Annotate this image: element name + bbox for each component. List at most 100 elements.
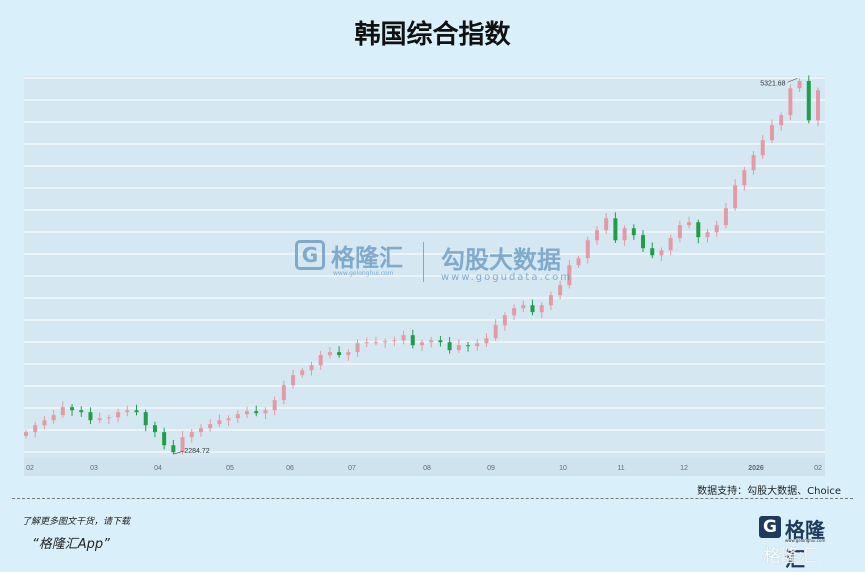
candle-body xyxy=(466,345,471,347)
logo-watermark: 格隆汇 xyxy=(763,546,817,567)
candle-body xyxy=(705,232,710,238)
candle-body xyxy=(567,265,572,286)
candle-body xyxy=(512,308,517,316)
candle-body xyxy=(70,407,75,411)
candle-body xyxy=(291,375,296,386)
candle-body xyxy=(401,335,406,341)
x-tick-label: 2026 xyxy=(748,465,764,472)
candle-body xyxy=(447,342,452,351)
x-tick-label: 08 xyxy=(423,465,431,472)
candle-body xyxy=(410,335,415,346)
candle-body xyxy=(152,425,157,433)
logo-text: 格隆汇 xyxy=(785,518,825,571)
candle-body xyxy=(281,385,286,401)
x-tick-label: 12 xyxy=(680,465,688,472)
candle-body xyxy=(539,305,544,313)
x-tick-label: 02 xyxy=(814,465,822,472)
candle-body xyxy=(355,343,360,353)
candle-body xyxy=(254,411,259,414)
high-annotation-line xyxy=(787,77,798,83)
candle-body xyxy=(493,325,498,339)
candle-body xyxy=(530,305,535,313)
candle-body xyxy=(594,230,599,241)
x-tick-label: 06 xyxy=(286,465,294,472)
gelonghui-logo: G 格隆汇 www.gelonghui.com 格隆汇 xyxy=(759,514,843,571)
candle-body xyxy=(162,432,167,446)
candle-body xyxy=(171,445,176,453)
logo-url: www.gelonghui.com xyxy=(785,538,826,543)
candle-body xyxy=(622,228,627,241)
candlestick-chart: 5321.68 2284.72 02 03 04 05 06 07 08 09 10 11 12 2026… xyxy=(24,75,825,476)
candle-body xyxy=(88,412,93,421)
divider xyxy=(12,498,853,499)
candle-body xyxy=(484,338,489,344)
candle-body xyxy=(33,425,38,433)
candle-body xyxy=(429,340,434,343)
high-label: 5321.68 xyxy=(760,80,785,87)
candle-body xyxy=(60,407,65,416)
x-tick-label: 09 xyxy=(487,465,495,472)
data-source: 数据支持：勾股大数据、Choice xyxy=(697,486,841,497)
candle-body xyxy=(438,340,443,343)
logo-g-icon: G xyxy=(759,516,781,538)
candle-body xyxy=(723,208,728,226)
candle-body xyxy=(42,420,47,426)
candle-body xyxy=(300,370,305,376)
candle-body xyxy=(659,250,664,256)
candle-body xyxy=(272,400,277,411)
x-tick-label: 07 xyxy=(348,465,356,472)
low-label: 2284.72 xyxy=(184,448,209,455)
candle-body xyxy=(208,424,213,429)
promo-line2: “格隆汇App” xyxy=(32,537,110,552)
candle-body xyxy=(235,414,240,419)
candle-body xyxy=(456,345,461,351)
low-annotation-line xyxy=(173,450,184,455)
candle-body xyxy=(548,295,553,306)
candle-body xyxy=(79,410,84,413)
x-tick-label: 03 xyxy=(90,465,98,472)
candle-body xyxy=(373,342,378,344)
x-tick-label: 02 xyxy=(26,465,34,472)
candle-body xyxy=(816,90,820,121)
candle-body xyxy=(143,412,148,426)
candle-body xyxy=(189,432,194,438)
candle-body xyxy=(420,342,424,346)
candle-body xyxy=(760,140,765,156)
candle-body xyxy=(318,355,323,366)
candle-body xyxy=(51,415,56,421)
candle-body xyxy=(245,411,250,415)
candle-body xyxy=(779,115,784,126)
candle-body xyxy=(327,352,332,356)
candle-body xyxy=(751,155,756,171)
candle-body xyxy=(742,170,747,186)
candle-body xyxy=(106,417,111,419)
x-tick-label: 04 xyxy=(154,465,162,472)
candle-body xyxy=(788,88,793,116)
x-tick-label: 05 xyxy=(226,465,234,472)
x-tick-label: 10 xyxy=(559,465,567,472)
candle-body xyxy=(502,315,507,326)
candle-body xyxy=(198,428,203,433)
candle-body xyxy=(677,225,682,239)
candle-body xyxy=(217,420,222,425)
candle-body xyxy=(696,222,701,238)
candle-body xyxy=(309,365,314,371)
candle-body xyxy=(631,228,636,236)
candle-body xyxy=(806,80,811,121)
candle-body xyxy=(714,225,719,233)
candle-body xyxy=(392,340,397,342)
candle-body xyxy=(650,248,655,256)
candle-body xyxy=(263,410,268,414)
candle-body xyxy=(797,80,802,89)
candle-body xyxy=(769,125,774,141)
candle-body xyxy=(97,418,102,421)
x-tick-label: 11 xyxy=(617,465,624,472)
candle-body xyxy=(383,341,388,343)
candle-body xyxy=(475,343,480,347)
candle-body xyxy=(337,352,342,356)
candle-body xyxy=(641,235,646,249)
candle-body xyxy=(733,185,738,209)
x-axis-band xyxy=(24,458,825,476)
candle-body xyxy=(134,410,139,413)
candle-body xyxy=(180,437,185,453)
